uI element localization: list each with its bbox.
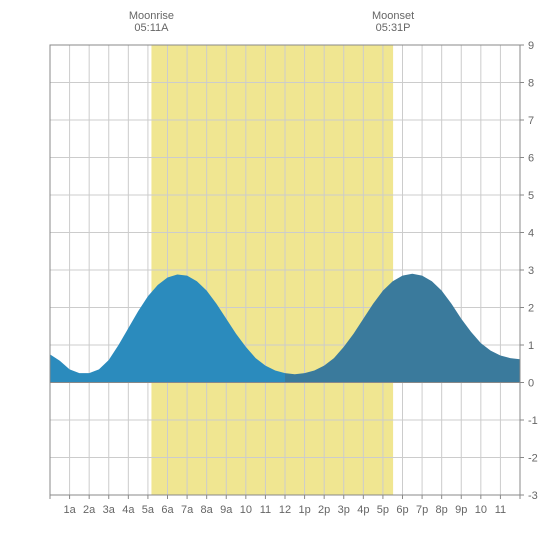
svg-text:8a: 8a xyxy=(201,504,214,516)
svg-text:7: 7 xyxy=(528,115,534,127)
svg-text:4a: 4a xyxy=(122,504,135,516)
svg-text:1a: 1a xyxy=(63,504,76,516)
moonset-label: Moonset 05:31P xyxy=(372,10,414,34)
svg-text:4: 4 xyxy=(528,228,534,240)
svg-text:2p: 2p xyxy=(318,504,330,516)
svg-text:-3: -3 xyxy=(528,490,538,502)
svg-text:5: 5 xyxy=(528,190,534,202)
svg-text:3: 3 xyxy=(528,265,534,277)
moonrise-label: Moonrise 05:11A xyxy=(129,10,174,34)
tide-chart: Moonrise 05:11A Moonset 05:31P -3-2-1012… xyxy=(10,10,540,540)
svg-text:7p: 7p xyxy=(416,504,428,516)
svg-text:12: 12 xyxy=(279,504,291,516)
svg-text:0: 0 xyxy=(528,378,534,390)
moonrise-time: 05:11A xyxy=(129,22,174,34)
svg-text:1: 1 xyxy=(528,340,534,352)
svg-text:8p: 8p xyxy=(436,504,448,516)
svg-text:-1: -1 xyxy=(528,415,538,427)
svg-text:-2: -2 xyxy=(528,453,538,465)
svg-text:6p: 6p xyxy=(396,504,408,516)
svg-text:10: 10 xyxy=(475,504,487,516)
svg-text:5p: 5p xyxy=(377,504,389,516)
svg-text:11: 11 xyxy=(260,504,271,516)
svg-text:2a: 2a xyxy=(83,504,96,516)
svg-text:4p: 4p xyxy=(357,504,369,516)
svg-text:9: 9 xyxy=(528,40,534,52)
top-labels: Moonrise 05:11A Moonset 05:31P xyxy=(10,10,540,40)
svg-text:1p: 1p xyxy=(298,504,310,516)
svg-text:3p: 3p xyxy=(338,504,350,516)
svg-text:7a: 7a xyxy=(181,504,194,516)
svg-text:3a: 3a xyxy=(103,504,116,516)
chart-svg: -3-2-101234567891a2a3a4a5a6a7a8a9a101112… xyxy=(10,10,540,540)
svg-text:11: 11 xyxy=(495,504,506,516)
moonset-title: Moonset xyxy=(372,10,414,22)
svg-text:2: 2 xyxy=(528,303,534,315)
svg-text:8: 8 xyxy=(528,78,534,90)
svg-text:9p: 9p xyxy=(455,504,467,516)
svg-text:10: 10 xyxy=(240,504,252,516)
svg-text:6a: 6a xyxy=(161,504,174,516)
svg-text:9a: 9a xyxy=(220,504,233,516)
moonrise-title: Moonrise xyxy=(129,10,174,22)
svg-text:6: 6 xyxy=(528,153,534,165)
svg-text:5a: 5a xyxy=(142,504,155,516)
moonset-time: 05:31P xyxy=(372,22,414,34)
